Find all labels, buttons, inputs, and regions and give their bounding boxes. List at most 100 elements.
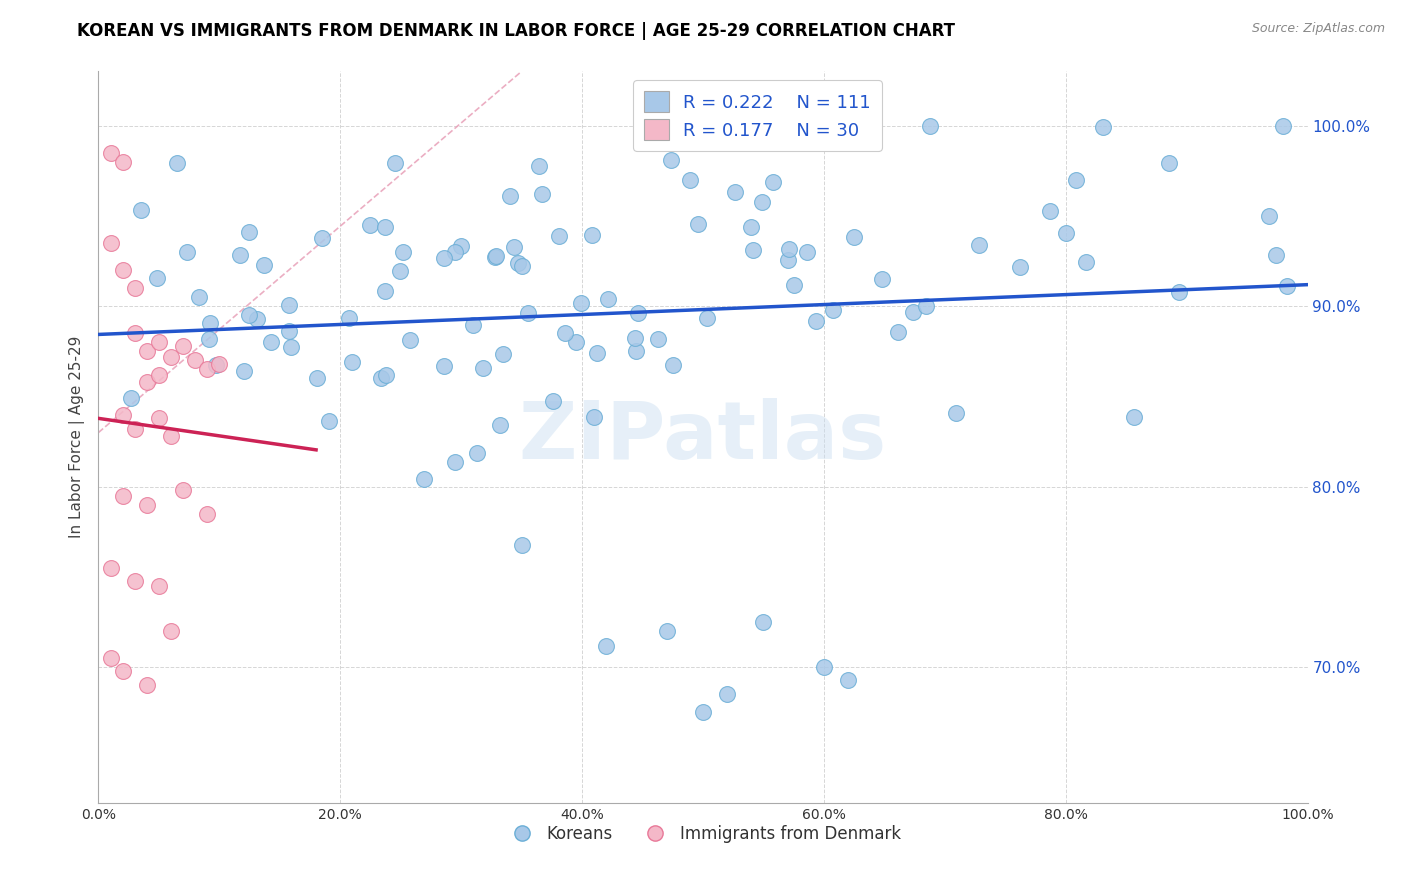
Point <box>752 615 775 630</box>
Point <box>148 368 170 382</box>
Point <box>821 303 844 318</box>
Point <box>581 228 603 243</box>
Point <box>160 624 183 639</box>
Point <box>796 245 818 260</box>
Point <box>510 260 533 274</box>
Point <box>370 371 392 385</box>
Point <box>516 306 538 320</box>
Point <box>172 339 194 353</box>
Point <box>647 332 669 346</box>
Point <box>723 186 745 200</box>
Point <box>172 483 194 498</box>
Point <box>489 417 512 432</box>
Point <box>318 414 340 428</box>
Point <box>413 473 436 487</box>
Point <box>837 673 859 687</box>
Point <box>374 220 396 235</box>
Point <box>499 189 522 203</box>
Point <box>920 119 942 133</box>
Point <box>659 153 682 167</box>
Point <box>374 284 396 298</box>
Point <box>465 445 488 459</box>
Point <box>135 375 157 389</box>
Point <box>679 173 702 187</box>
Point <box>375 368 398 382</box>
Point <box>1265 247 1288 261</box>
Point <box>100 145 122 160</box>
Point <box>655 624 678 639</box>
Point <box>740 219 762 234</box>
Point <box>569 296 592 310</box>
Point <box>187 290 209 304</box>
Point <box>124 326 146 341</box>
Point <box>229 248 252 262</box>
Point <box>915 299 938 313</box>
Point <box>135 678 157 692</box>
Point <box>146 271 169 285</box>
Point <box>548 228 571 243</box>
Point <box>135 344 157 359</box>
Point <box>1157 156 1180 170</box>
Point <box>842 229 865 244</box>
Point <box>131 202 153 217</box>
Point <box>399 333 422 347</box>
Point <box>776 253 799 268</box>
Point <box>311 231 333 245</box>
Point <box>120 391 142 405</box>
Point <box>197 332 219 346</box>
Point <box>806 314 828 328</box>
Point <box>901 304 924 318</box>
Point <box>662 358 685 372</box>
Point <box>627 306 650 320</box>
Point <box>1039 204 1062 219</box>
Point <box>148 579 170 593</box>
Point <box>195 362 218 376</box>
Point <box>554 326 576 340</box>
Point <box>492 347 515 361</box>
Point <box>1074 255 1097 269</box>
Point <box>204 358 226 372</box>
Point <box>433 252 456 266</box>
Point <box>260 334 283 349</box>
Point <box>623 330 645 344</box>
Point <box>278 297 301 311</box>
Point <box>184 353 207 368</box>
Point <box>485 249 508 263</box>
Point <box>967 237 990 252</box>
Text: KOREAN VS IMMIGRANTS FROM DENMARK IN LABOR FORCE | AGE 25-29 CORRELATION CHART: KOREAN VS IMMIGRANTS FROM DENMARK IN LAB… <box>77 22 955 40</box>
Point <box>337 310 360 325</box>
Point <box>392 245 415 260</box>
Point <box>253 258 276 272</box>
Point <box>527 160 550 174</box>
Point <box>783 278 806 293</box>
Point <box>443 455 465 469</box>
Point <box>778 242 800 256</box>
Point <box>887 326 910 340</box>
Point <box>148 335 170 350</box>
Point <box>692 706 714 720</box>
Point <box>444 244 467 259</box>
Point <box>1008 260 1031 274</box>
Point <box>280 340 302 354</box>
Point <box>564 334 586 349</box>
Point <box>751 195 773 210</box>
Point <box>160 350 183 364</box>
Point <box>530 187 553 202</box>
Point <box>195 507 218 521</box>
Point <box>359 218 381 232</box>
Point <box>503 240 526 254</box>
Point <box>124 281 146 295</box>
Point <box>688 217 710 231</box>
Text: Source: ZipAtlas.com: Source: ZipAtlas.com <box>1251 22 1385 36</box>
Point <box>463 318 485 333</box>
Point <box>135 498 157 512</box>
Point <box>762 175 785 189</box>
Point <box>246 312 269 326</box>
Point <box>742 243 765 257</box>
Point <box>238 225 260 239</box>
Point <box>1167 285 1189 299</box>
Point <box>716 688 738 702</box>
Point <box>471 360 494 375</box>
Point <box>484 250 506 264</box>
Point <box>1064 173 1087 187</box>
